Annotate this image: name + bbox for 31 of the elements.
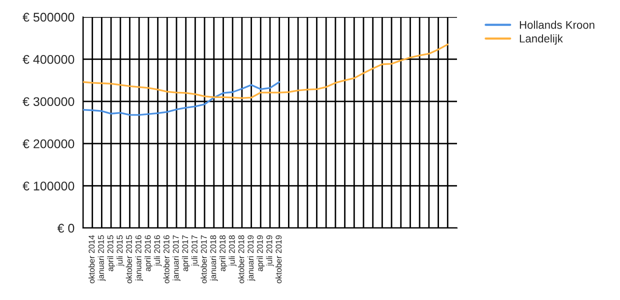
line-series [83, 81, 280, 116]
y-tick-label: € 500000 [22, 12, 74, 22]
x-tick-label: januari 2015 [98, 235, 106, 282]
x-tick-label: april 2018 [219, 235, 228, 272]
x-tick-label: april 2015 [107, 235, 115, 272]
y-tick-label: € 100000 [22, 182, 74, 190]
x-tick-label: oktober 2018 [238, 235, 244, 284]
y-tick-label: € 0 [57, 224, 74, 233]
x-tick-label: juli 2016 [154, 235, 162, 266]
x-tick-label: april 2019 [256, 235, 265, 272]
x-tick-label: januari 2016 [135, 235, 143, 282]
legend-label: Hollands Kroon [520, 20, 594, 29]
x-tick-label: oktober 2014 [88, 235, 95, 284]
x-tick-label: oktober 2019 [275, 235, 282, 284]
x-tick-label: juli 2017 [191, 235, 200, 266]
x-tick-label: januari 2019 [247, 235, 256, 282]
legend-label: Landelijk [520, 34, 563, 45]
x-tick-label: april 2017 [182, 235, 190, 272]
x-tick-label: juli 2019 [266, 235, 274, 266]
line-series [83, 44, 448, 99]
x-tick-label: oktober 2015 [126, 235, 132, 284]
x-tick-label: april 2016 [144, 235, 152, 272]
y-tick-label: € 200000 [22, 139, 74, 148]
y-tick-label: € 300000 [22, 97, 74, 106]
x-tick-label: oktober 2016 [163, 235, 170, 284]
x-tick-label: oktober 2017 [200, 235, 207, 284]
x-tick-label: juli 2015 [116, 235, 124, 266]
x-tick-label: januari 2018 [210, 235, 218, 282]
x-tick-label: januari 2017 [172, 235, 180, 282]
y-tick-label: € 400000 [22, 55, 74, 64]
x-tick-label: juli 2018 [228, 235, 236, 266]
